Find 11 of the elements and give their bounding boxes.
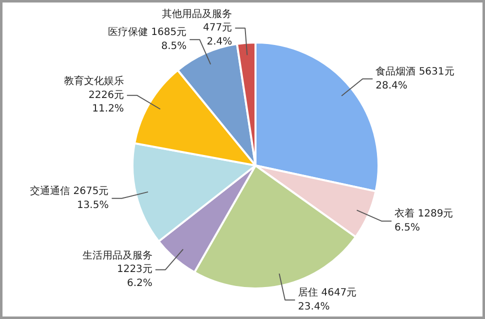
slice-label: 居住 4647元 23.4% bbox=[298, 288, 357, 312]
slice-label: 衣着 1289元 6.5% bbox=[394, 208, 454, 234]
data-label: 477元 2.4% bbox=[203, 22, 232, 48]
slice-label: 其他用品及服务 bbox=[162, 8, 232, 20]
slice-label: 生活用品及服务 bbox=[82, 249, 152, 262]
slice-label: 教育文化娱乐 bbox=[64, 75, 124, 88]
slice-label: 交通通信 2675元 13.5% bbox=[30, 185, 109, 211]
slice-label: 食品烟酒 5631元 28.4% bbox=[376, 66, 454, 92]
data-label: 2226元 11.2% bbox=[88, 90, 124, 115]
data-label: 1223元 6.2% bbox=[116, 264, 152, 289]
slice-label: 医疗保健 1685元 8.5% bbox=[108, 26, 187, 52]
